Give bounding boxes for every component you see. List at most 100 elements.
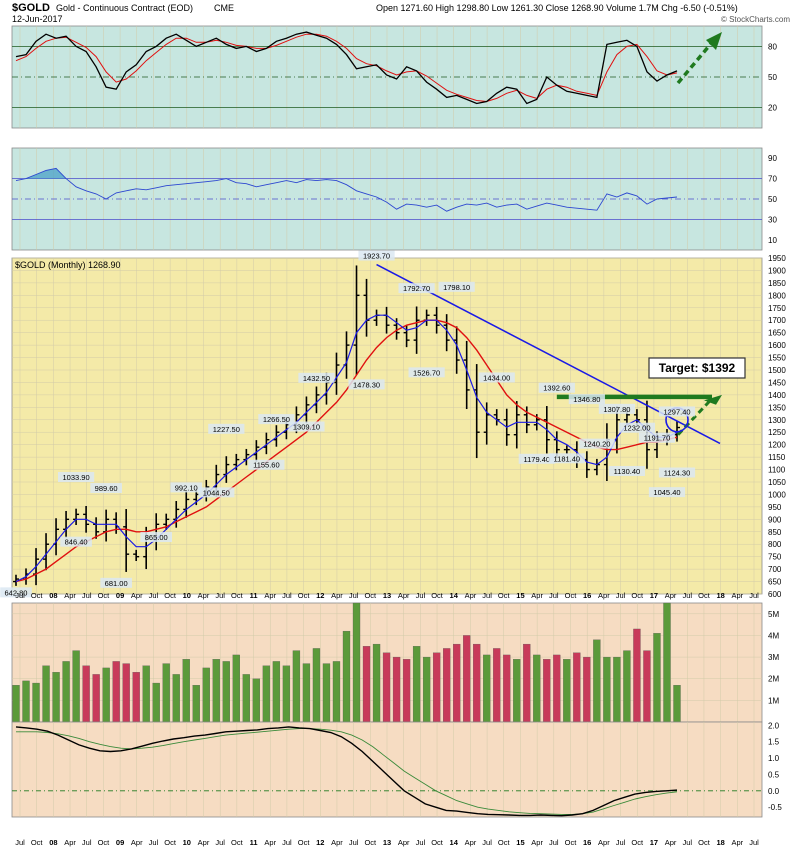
header-name: Gold - Continuous Contract (EOD) (56, 3, 193, 13)
price-annotation-bg (298, 372, 335, 383)
price-x-tick-label: Jul (682, 591, 692, 600)
price-annotation: 1191.70 (644, 434, 671, 443)
volume-bar (643, 650, 651, 723)
volume-bar (292, 650, 301, 723)
price-annotation: 1240.20 (583, 440, 610, 449)
price-tick-label: 1500 (768, 366, 786, 375)
price-x-tick-label: Oct (431, 591, 444, 600)
price-x-tick-label: Apr (531, 591, 543, 600)
price-tick-label: 1000 (768, 490, 786, 499)
macd-x-tick-label: Apr (731, 838, 743, 847)
price-annotation: 1297.40 (663, 407, 690, 416)
price-tick-label: 1600 (768, 341, 786, 350)
macd-x-tick-label: Apr (198, 838, 210, 847)
price-x-tick-label: Apr (731, 591, 743, 600)
macd-x-tick-label: 12 (316, 838, 324, 847)
price-tick-label: 1550 (768, 354, 786, 363)
price-tick-label: 1850 (768, 279, 786, 288)
volume-tick-label: 4M (768, 631, 779, 640)
price-annotation-bg (478, 372, 515, 383)
price-x-tick-label: 12 (316, 591, 324, 600)
macd-x-tick-label: 16 (583, 838, 591, 847)
volume-bar (42, 665, 50, 723)
macd-x-tick-label: Oct (498, 838, 511, 847)
volume-bar (12, 685, 20, 723)
price-tick-label: 1650 (768, 329, 786, 338)
price-annotation-bg (208, 423, 245, 434)
price-tick-label: 800 (768, 540, 782, 549)
macd-line (15, 726, 678, 817)
volume-bar (352, 602, 361, 723)
volume-tick-label: 2M (768, 675, 779, 684)
volume-bar (473, 643, 481, 723)
price-annotation-bg (398, 283, 435, 294)
macd-tick-label: 1.5 (768, 738, 780, 747)
macd-x-tick-label: Oct (364, 838, 377, 847)
macd-x-tick-label: Apr (264, 838, 276, 847)
price-annotation-bg (438, 281, 475, 292)
price-x-tick-label: Oct (31, 591, 44, 600)
macd-x-tick-label: Jul (82, 838, 92, 847)
volume-bar (342, 630, 351, 723)
price-annotation: 1432.50 (303, 374, 330, 383)
macd-x-tick-label: 11 (250, 838, 258, 847)
macd-x-tick-label: 08 (49, 838, 57, 847)
macd-x-tick-label: 18 (716, 838, 724, 847)
volume-bar (513, 659, 521, 723)
price-tick-label: 1400 (768, 391, 786, 400)
rsi-tick-label: 10 (768, 236, 777, 245)
volume-bar (533, 654, 541, 723)
volume-bar (62, 661, 70, 723)
price-tick-label: 1350 (768, 403, 786, 412)
volume-bar (302, 663, 311, 723)
price-annotation: 1392.60 (543, 384, 570, 393)
header-exchange: CME (214, 3, 234, 13)
price-x-tick-label: 15 (516, 591, 524, 600)
price-annotation-bg (100, 577, 132, 588)
price-tick-label: 1150 (768, 453, 786, 462)
volume-bar (573, 652, 581, 723)
macd-tick-label: 0.5 (768, 770, 780, 779)
price-tick-label: 900 (768, 515, 782, 524)
volume-tick-label: 3M (768, 653, 779, 662)
price-annotation: 642.80 (5, 588, 28, 597)
price-tick-label: 1900 (768, 266, 786, 275)
volume-bar (272, 661, 281, 723)
stoch-arrow-head (706, 32, 722, 50)
header-date: 12-Jun-2017 (12, 14, 63, 24)
macd-x-tick-label: Jul (15, 838, 25, 847)
price-tick-label: 1950 (768, 254, 786, 263)
price-tick-label: 750 (768, 553, 782, 562)
volume-bar (82, 665, 90, 723)
price-annotation: 1124.30 (664, 469, 691, 478)
volume-bar (312, 648, 321, 723)
price-annotation: 1155.60 (253, 461, 280, 470)
price-annotation-bg (658, 406, 696, 417)
price-x-tick-label: 13 (383, 591, 391, 600)
price-annotation-bg (638, 432, 676, 443)
target-label: Target: $1392 (659, 361, 736, 375)
price-annotation-bg (57, 472, 95, 483)
volume-bar (593, 639, 601, 723)
price-x-tick-label: Oct (565, 591, 578, 600)
macd-tick-label: 0.0 (768, 787, 780, 796)
price-annotation-bg (568, 394, 605, 405)
macd-x-tick-label: Oct (631, 838, 644, 847)
price-annotation: 1130.40 (614, 467, 641, 476)
macd-x-tick-label: Oct (231, 838, 244, 847)
macd-x-tick-label: Jul (149, 838, 159, 847)
price-x-tick-label: 18 (716, 591, 724, 600)
macd-x-tick-label: Jul (482, 838, 492, 847)
price-annotation: 1478.30 (353, 380, 380, 389)
volume-bar (32, 682, 40, 723)
macd-x-tick-label: Apr (131, 838, 143, 847)
macd-x-tick-label: Oct (31, 838, 44, 847)
macd-x-tick-label: Oct (698, 838, 711, 847)
volume-bar (453, 643, 461, 723)
price-x-tick-label: Jul (616, 591, 626, 600)
volume-bar (563, 659, 571, 723)
price-x-tick-label: Jul (482, 591, 492, 600)
price-x-tick-label: Oct (631, 591, 644, 600)
price-annotation-bg (658, 467, 696, 478)
